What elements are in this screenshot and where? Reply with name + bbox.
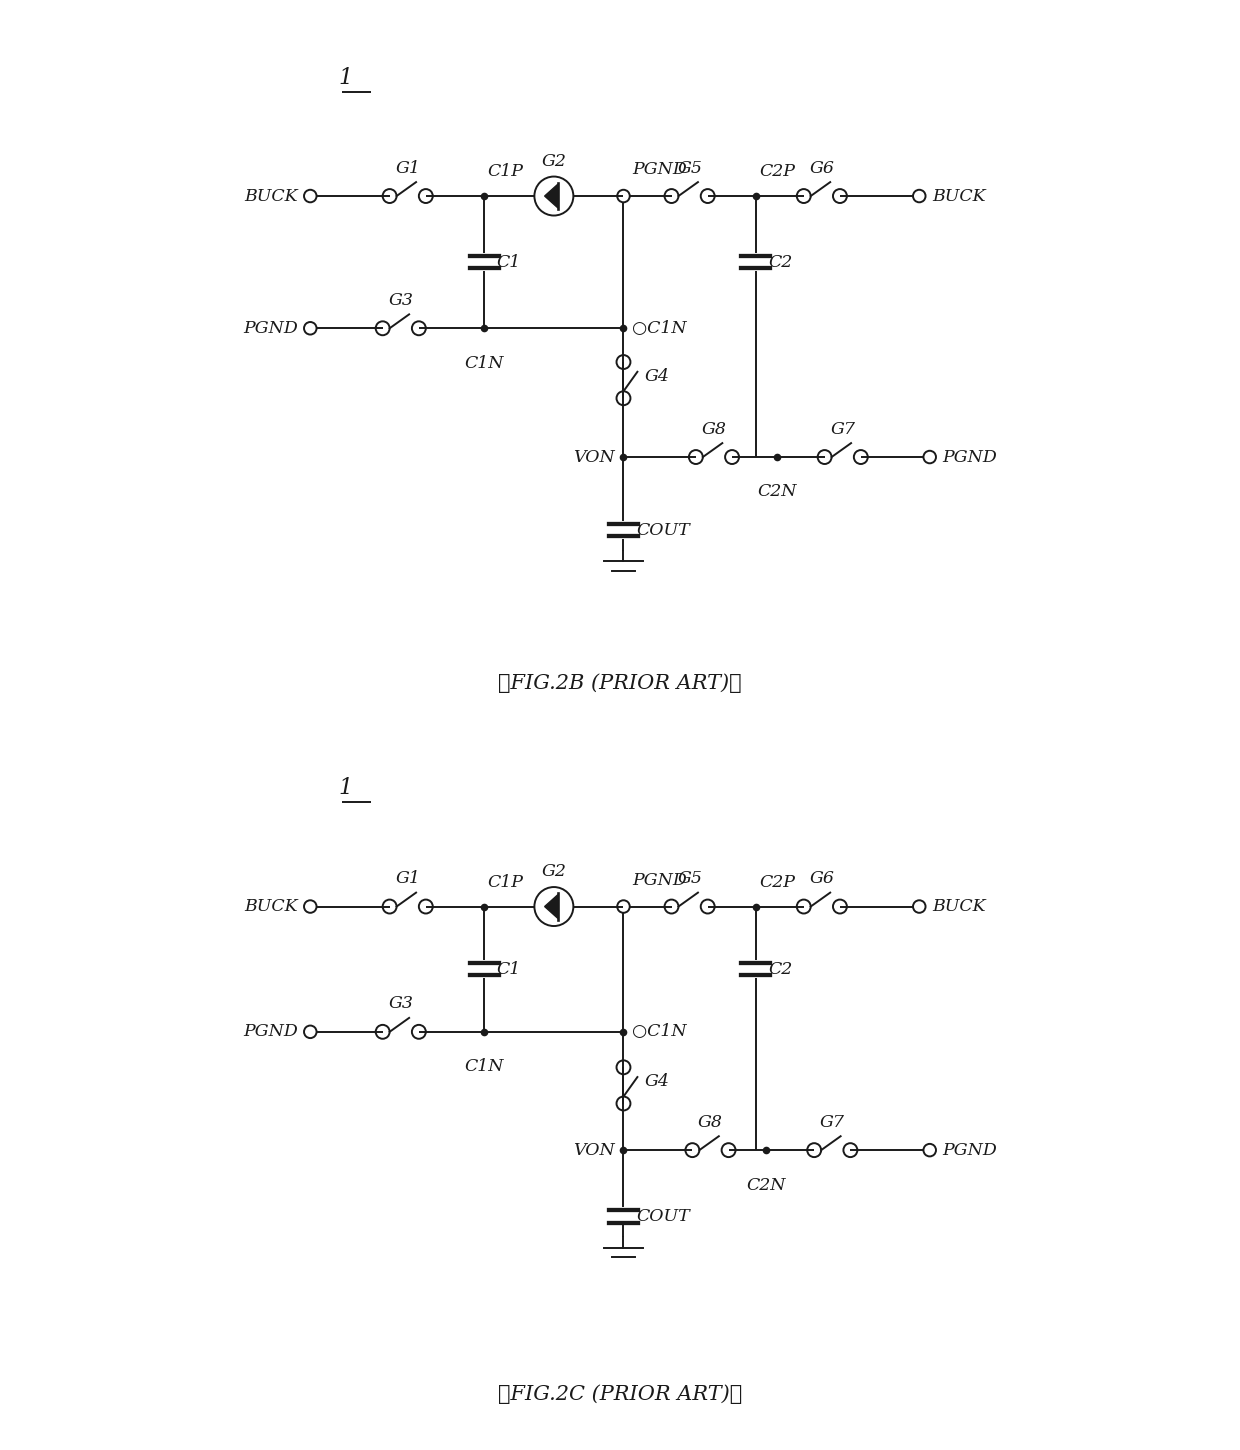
Text: 1: 1	[339, 777, 352, 799]
Text: COUT: COUT	[636, 522, 689, 538]
Text: C1N: C1N	[465, 355, 503, 371]
Text: C1: C1	[497, 254, 521, 271]
Text: C2P: C2P	[759, 164, 795, 180]
Text: G2: G2	[542, 152, 567, 170]
Text: C2P: C2P	[759, 874, 795, 890]
Text: G5: G5	[677, 870, 702, 887]
Text: C1N: C1N	[465, 1058, 503, 1076]
Text: G7: G7	[831, 420, 856, 438]
Text: C2: C2	[769, 254, 792, 271]
Text: BUCK: BUCK	[931, 898, 986, 915]
Text: G1: G1	[396, 870, 420, 887]
Text: PGND: PGND	[243, 320, 298, 336]
Text: G7: G7	[820, 1114, 844, 1131]
Text: C2: C2	[769, 961, 792, 977]
Text: G6: G6	[810, 870, 835, 887]
Polygon shape	[544, 895, 558, 918]
Text: COUT: COUT	[636, 1208, 689, 1225]
Text: VON: VON	[573, 448, 615, 465]
Text: G1: G1	[396, 160, 420, 177]
Text: C2N: C2N	[756, 483, 796, 500]
Text: PGND: PGND	[632, 871, 687, 889]
Text: VON: VON	[573, 1141, 615, 1159]
Text: PGND: PGND	[942, 1141, 997, 1159]
Text: G8: G8	[702, 420, 727, 438]
Polygon shape	[544, 184, 558, 207]
Text: G5: G5	[677, 160, 702, 177]
Text: PGND: PGND	[243, 1024, 298, 1040]
Text: 』FIG.2B (PRIOR ART)】: 』FIG.2B (PRIOR ART)】	[498, 673, 742, 693]
Text: C1P: C1P	[487, 874, 523, 890]
Text: G6: G6	[810, 160, 835, 177]
Text: BUCK: BUCK	[244, 187, 298, 204]
Text: G4: G4	[645, 368, 670, 386]
Text: PGND: PGND	[632, 161, 687, 178]
Text: 』FIG.2C (PRIOR ART)】: 』FIG.2C (PRIOR ART)】	[498, 1383, 742, 1404]
Text: G3: G3	[388, 996, 413, 1012]
Text: ○C1N: ○C1N	[632, 320, 687, 336]
Text: G8: G8	[698, 1114, 723, 1131]
Text: C1P: C1P	[487, 164, 523, 180]
Text: PGND: PGND	[942, 448, 997, 465]
Text: ○C1N: ○C1N	[632, 1024, 687, 1040]
Text: BUCK: BUCK	[244, 898, 298, 915]
Text: 1: 1	[339, 67, 352, 88]
Text: BUCK: BUCK	[931, 187, 986, 204]
Text: G2: G2	[542, 863, 567, 880]
Text: G3: G3	[388, 291, 413, 309]
Text: C2N: C2N	[746, 1176, 786, 1193]
Text: G4: G4	[645, 1073, 670, 1090]
Text: C1: C1	[497, 961, 521, 977]
